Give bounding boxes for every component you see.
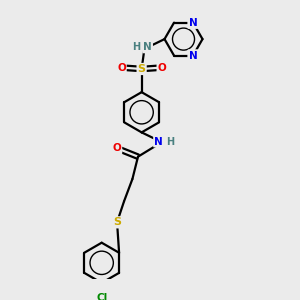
Text: O: O	[117, 63, 126, 73]
Text: H: H	[133, 43, 141, 52]
Text: S: S	[138, 64, 146, 74]
Text: N: N	[154, 136, 163, 147]
Text: H: H	[167, 136, 175, 147]
Text: N: N	[143, 43, 152, 52]
Text: O: O	[158, 63, 166, 73]
Text: S: S	[113, 217, 121, 227]
Text: Cl: Cl	[96, 293, 107, 300]
Text: N: N	[189, 50, 197, 61]
Text: O: O	[113, 143, 122, 153]
Text: N: N	[189, 18, 197, 28]
